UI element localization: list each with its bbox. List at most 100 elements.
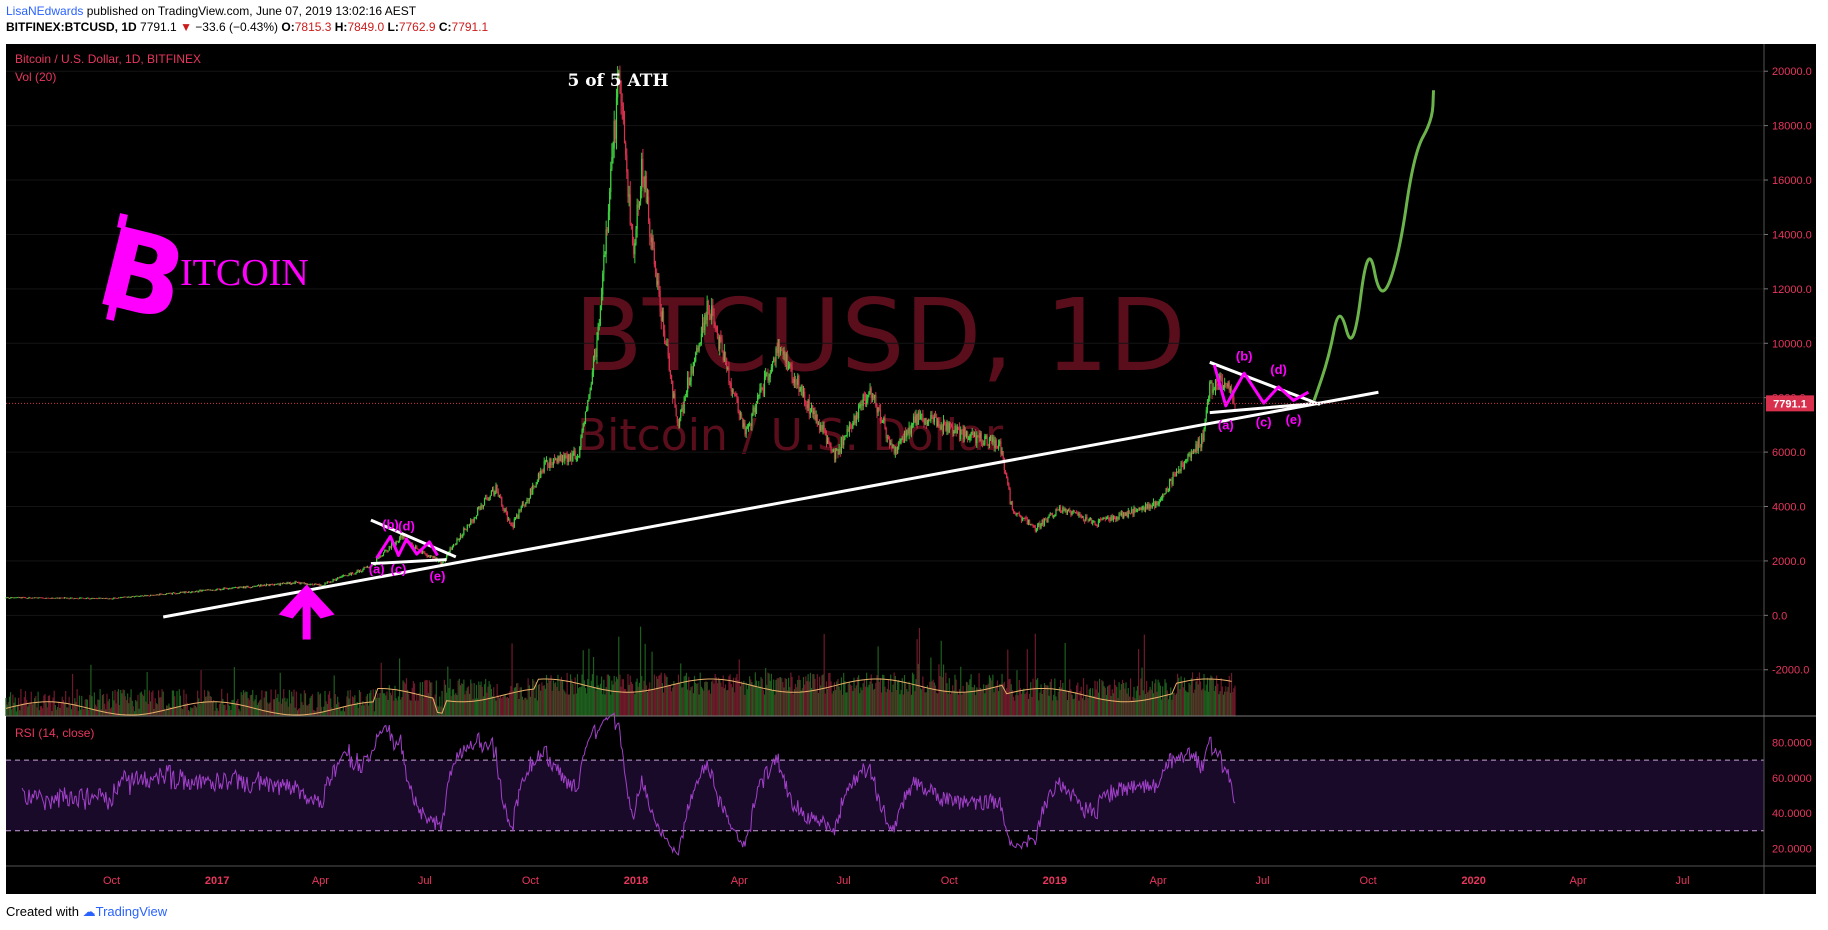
candle-body: [395, 540, 397, 545]
candle-body: [739, 414, 742, 415]
candle-body: [1201, 434, 1203, 448]
candle-body: [145, 595, 147, 597]
candle-body: [509, 519, 511, 524]
price-tick-label: 18000.0: [1772, 121, 1812, 133]
candle-body: [208, 589, 210, 591]
candle-body: [851, 425, 853, 429]
volume-bar: [423, 697, 425, 716]
volume-bar: [648, 688, 650, 716]
volume-bar: [962, 685, 964, 716]
volume-bar: [851, 685, 853, 716]
candle-body: [1081, 516, 1083, 518]
volume-bar: [254, 699, 256, 716]
candle-body: [77, 598, 79, 600]
open-value: 7815.3: [294, 20, 332, 34]
candle-body: [975, 433, 977, 444]
candle-body: [153, 594, 155, 596]
candle-body: [1177, 471, 1179, 473]
volume-bar: [31, 704, 33, 716]
volume-bar: [288, 689, 291, 716]
candle-body: [676, 416, 678, 423]
volume-bar: [836, 681, 838, 716]
projection-path: [1312, 90, 1436, 401]
candle-body: [861, 404, 863, 406]
candle-body: [1050, 513, 1052, 515]
volume-bar: [311, 694, 313, 716]
volume-bar: [660, 672, 662, 716]
volume-bar: [67, 707, 69, 716]
candle-body: [967, 432, 969, 441]
volume-bar: [535, 682, 537, 716]
candle-body: [685, 392, 688, 397]
candle-body: [18, 597, 20, 599]
candle-body: [485, 498, 487, 500]
candle-body: [1062, 507, 1064, 513]
candle-body: [883, 418, 885, 421]
candle-body: [420, 550, 423, 554]
volume-bar: [755, 680, 758, 716]
volume-bar: [388, 685, 390, 716]
volume-bar: [304, 693, 307, 716]
volume-bar: [1010, 684, 1012, 716]
candle-body: [109, 598, 112, 600]
candle-body: [1131, 509, 1133, 514]
candle-body: [1172, 473, 1174, 485]
candle-body: [1174, 474, 1176, 477]
volume-bar: [293, 689, 295, 716]
volume-bar: [1195, 681, 1197, 716]
candle-body: [289, 582, 292, 585]
author-link[interactable]: LisaNEdwards: [6, 4, 84, 18]
volume-bar: [1057, 691, 1059, 716]
candle-body: [815, 414, 817, 420]
volume-bar: [218, 703, 221, 716]
volume-bar: [608, 676, 611, 716]
volume-bar: [462, 683, 464, 716]
volume-bar: [804, 684, 806, 716]
volume-bar: [387, 699, 389, 716]
volume-bar: [1094, 680, 1096, 716]
chart-background: [6, 44, 1816, 894]
candle-body: [183, 591, 185, 594]
volume-bar: [1220, 678, 1222, 716]
volume-bar: [1211, 676, 1213, 716]
candle-body: [1103, 517, 1105, 519]
volume-bar: [621, 679, 623, 716]
price-tick-label: 4000.0: [1772, 502, 1806, 514]
volume-bar: [478, 681, 480, 716]
volume-bar: [861, 690, 863, 716]
volume-bar: [427, 692, 429, 716]
candle-body: [1035, 529, 1038, 532]
volume-bar: [526, 699, 528, 716]
volume-bar: [248, 699, 250, 716]
volume-bar: [878, 681, 880, 716]
candle-body: [59, 597, 61, 599]
volume-bar: [417, 700, 419, 716]
volume-bar: [82, 708, 84, 716]
time-tick-label: 2020: [1461, 875, 1485, 887]
volume-bar: [53, 690, 55, 716]
candle-body: [1061, 511, 1063, 513]
low-label: L:: [387, 20, 399, 34]
candle-body: [1217, 383, 1219, 386]
volume-bar: [998, 691, 1000, 716]
candle-body: [264, 584, 266, 586]
candle-body: [852, 423, 854, 429]
candle-body: [486, 498, 488, 500]
volume-bar: [524, 697, 526, 716]
candle-body: [1118, 513, 1120, 519]
candle-body: [90, 598, 92, 600]
high-label: H:: [334, 20, 348, 34]
candle-body: [1141, 508, 1143, 510]
volume-bar: [54, 704, 56, 716]
candle-body: [980, 433, 982, 444]
volume-bar: [667, 684, 669, 716]
candle-body: [130, 596, 132, 598]
tradingview-link[interactable]: TradingView: [95, 904, 168, 919]
candle-body: [370, 565, 372, 568]
candle-body: [442, 560, 444, 563]
volume-bar: [549, 680, 551, 716]
volume-bar: [678, 682, 681, 716]
candle-body: [218, 588, 221, 590]
volume-bar: [432, 697, 434, 716]
